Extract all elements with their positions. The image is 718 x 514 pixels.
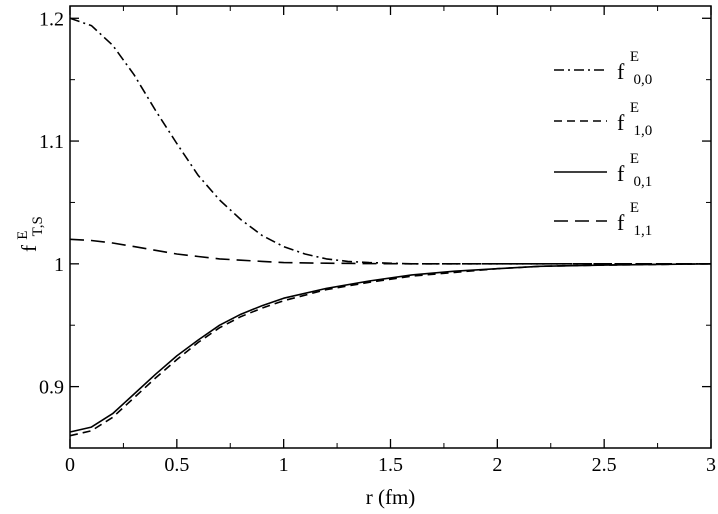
series-line-1-1	[69, 238, 711, 265]
plot-frame	[69, 5, 712, 449]
series-line-0-1	[69, 263, 712, 433]
series-line-1-0	[69, 263, 712, 437]
x-tick-label: 3	[706, 454, 716, 476]
y-tick-label: 1	[54, 254, 64, 276]
series-line-0-0	[69, 17, 711, 265]
x-tick-label: 2	[492, 454, 502, 476]
legend-item-f10: f E 1,0	[554, 92, 652, 139]
legend: f E 0,0 f E 1,0 f E 0,1 f E	[554, 41, 652, 239]
series-layer	[69, 17, 712, 437]
legend-label-f10: f E 1,0	[617, 92, 652, 139]
x-tick-label: 2.5	[592, 454, 617, 476]
legend-item-f01: f E 0,1	[554, 143, 652, 190]
x-tick-label: 1.5	[378, 454, 403, 476]
y-axis-label-sup: E	[15, 231, 31, 240]
legend-label-f01: f E 0,1	[617, 143, 652, 190]
legend-label-f00: f E 0,0	[617, 41, 652, 88]
y-axis-ticks: 0.9 1 1.1 1.2	[39, 8, 711, 449]
y-axis-label-sub: T,S	[30, 216, 46, 236]
legend-item-f00: f E 0,0	[554, 41, 652, 88]
y-tick-label: 1.1	[39, 131, 64, 153]
y-tick-label: 0.9	[39, 377, 64, 399]
x-axis-label-text: r (fm)	[366, 485, 416, 509]
x-axis-ticks: 0 0.5 1 1.5 2 2.5 3	[65, 6, 716, 476]
x-tick-label: 1	[279, 454, 289, 476]
y-axis-label-base: f	[17, 245, 41, 252]
y-tick-label: 1.2	[39, 8, 64, 30]
legend-label-f11: f E 1,1	[617, 192, 652, 239]
y-axis-label: f E T,S	[8, 216, 46, 252]
legend-item-f11: f E 1,1	[554, 192, 652, 239]
x-tick-label: 0	[65, 454, 75, 476]
x-tick-label: 0.5	[164, 454, 189, 476]
x-axis-label: r (fm)	[366, 485, 416, 509]
